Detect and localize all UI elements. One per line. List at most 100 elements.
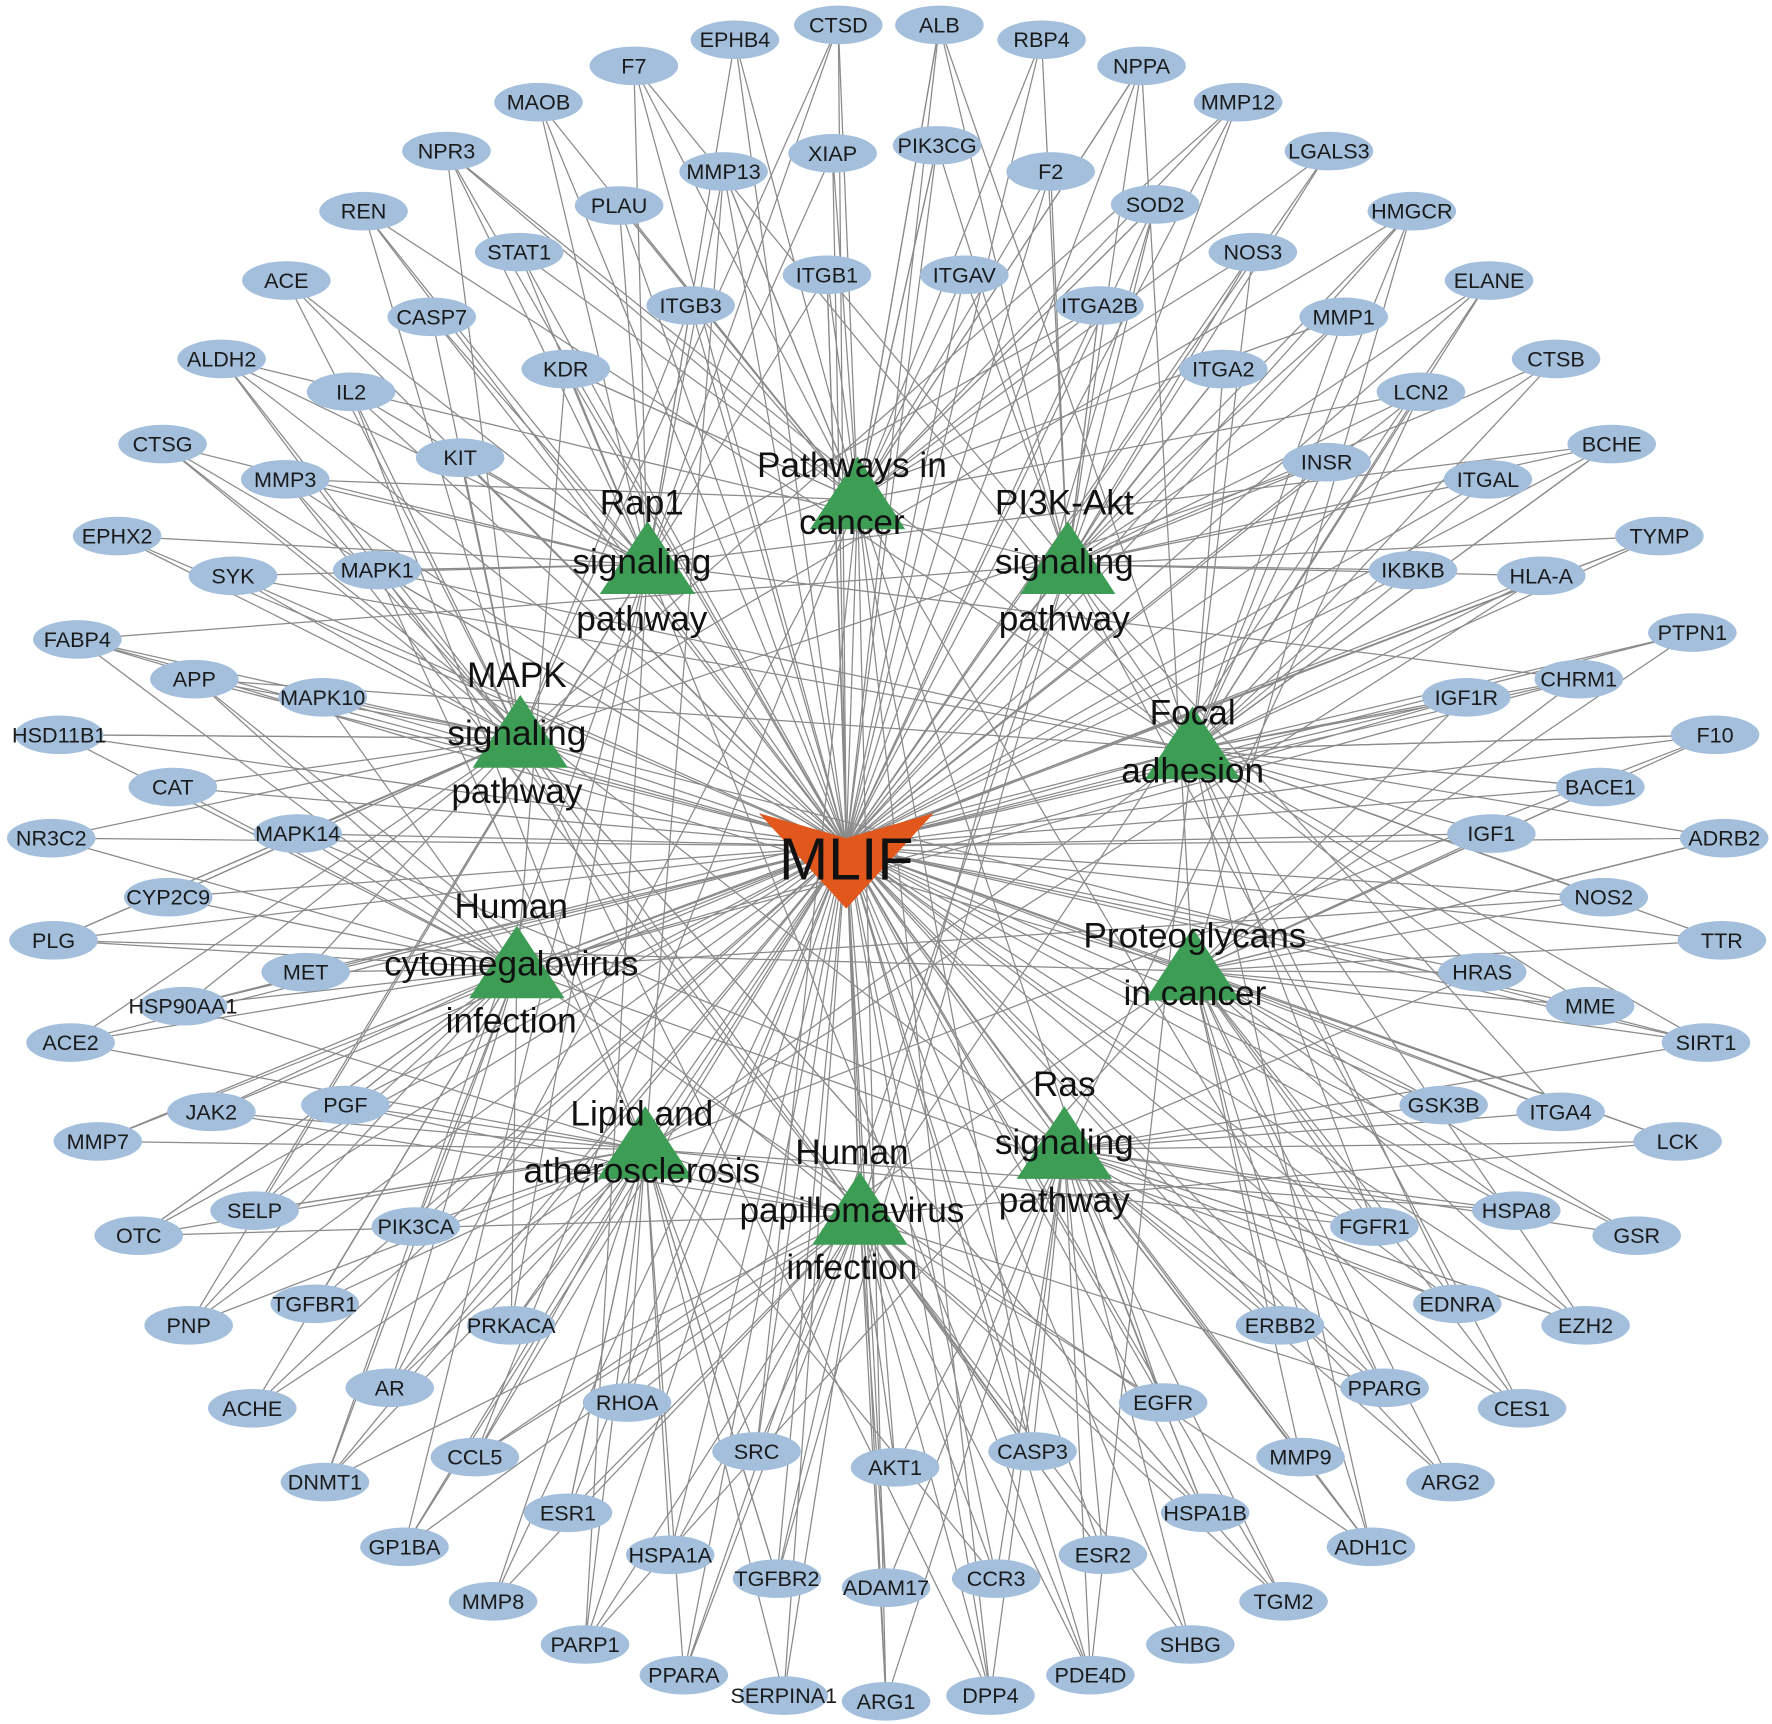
target-node-cyp2c9[interactable]: CYP2C9 [123, 877, 213, 917]
target-node-cat[interactable]: CAT [128, 767, 218, 807]
target-node-ephx2[interactable]: EPHX2 [72, 516, 162, 556]
target-node-lck[interactable]: LCK [1633, 1122, 1722, 1161]
target-node-pik3ca[interactable]: PIK3CA [371, 1207, 461, 1246]
target-node-rbp4[interactable]: RBP4 [997, 20, 1086, 60]
target-node-src[interactable]: SRC [712, 1432, 801, 1471]
target-node-tymp[interactable]: TYMP [1615, 516, 1704, 556]
target-node-app[interactable]: APP [150, 659, 239, 699]
target-node-mapk1[interactable]: MAPK1 [332, 550, 422, 590]
target-node-gsk3b[interactable]: GSK3B [1399, 1085, 1488, 1125]
target-node-pnp[interactable]: PNP [144, 1306, 233, 1345]
target-node-itgb1[interactable]: ITGB1 [782, 255, 872, 295]
target-node-f2[interactable]: F2 [1006, 152, 1095, 191]
target-node-igf1[interactable]: IGF1 [1447, 814, 1536, 853]
target-node-elane[interactable]: ELANE [1444, 261, 1534, 300]
pathway-node[interactable]: MAPK signaling pathway [447, 656, 586, 811]
target-node-bace1[interactable]: BACE1 [1556, 767, 1645, 807]
target-node-esr2[interactable]: ESR2 [1058, 1535, 1148, 1575]
target-node-syk[interactable]: SYK [188, 556, 278, 596]
target-node-sod2[interactable]: SOD2 [1110, 185, 1200, 224]
target-node-ren[interactable]: REN [319, 191, 408, 231]
pathway-node[interactable]: Focal adhesion [1121, 694, 1264, 791]
target-node-fabp4[interactable]: FABP4 [33, 620, 122, 659]
target-node-ccr3[interactable]: CCR3 [951, 1559, 1041, 1598]
target-node-ace2[interactable]: ACE2 [26, 1023, 115, 1062]
target-node-chrm1[interactable]: CHRM1 [1534, 659, 1624, 699]
target-node-hras[interactable]: HRAS [1437, 952, 1527, 992]
target-node-lgals3[interactable]: LGALS3 [1284, 131, 1374, 171]
target-node-aldh2[interactable]: ALDH2 [177, 339, 266, 379]
target-node-tgfbr2[interactable]: TGFBR2 [732, 1559, 822, 1598]
target-node-mmp8[interactable]: MMP8 [448, 1582, 538, 1621]
target-node-otc[interactable]: OTC [94, 1216, 183, 1255]
target-node-ace[interactable]: ACE [242, 261, 331, 300]
target-node-esr1[interactable]: ESR1 [523, 1493, 613, 1533]
target-node-gp1ba[interactable]: GP1BA [360, 1527, 449, 1567]
target-node-serpina1[interactable]: SERPINA1 [730, 1676, 837, 1715]
target-node-ces1[interactable]: CES1 [1477, 1388, 1567, 1428]
pathway-node[interactable]: Rap1 signaling pathway [572, 484, 711, 639]
target-node-ctsd[interactable]: CTSD [794, 5, 883, 45]
target-node-arg1[interactable]: ARG1 [841, 1681, 931, 1721]
target-node-hmgcr[interactable]: HMGCR [1367, 191, 1457, 231]
target-node-ctsg[interactable]: CTSG [118, 424, 207, 464]
target-node-ednra[interactable]: EDNRA [1412, 1284, 1502, 1324]
target-node-hla-a[interactable]: HLA-A [1497, 556, 1586, 596]
target-node-erbb2[interactable]: ERBB2 [1235, 1306, 1325, 1345]
target-node-ctsb[interactable]: CTSB [1511, 339, 1601, 379]
pathway-node[interactable]: Lipid and atherosclerosis [524, 1095, 761, 1191]
target-node-met[interactable]: MET [261, 952, 350, 992]
target-node-itga4[interactable]: ITGA4 [1516, 1092, 1605, 1132]
target-node-hspa8[interactable]: HSPA8 [1472, 1191, 1561, 1230]
target-node-il2[interactable]: IL2 [306, 372, 396, 412]
target-node-pik3cg[interactable]: PIK3CG [892, 126, 982, 165]
target-node-maob[interactable]: MAOB [494, 82, 583, 122]
target-node-shbg[interactable]: SHBG [1146, 1625, 1235, 1664]
target-node-ppara[interactable]: PPARA [639, 1655, 729, 1695]
target-node-mmp7[interactable]: MMP7 [53, 1122, 143, 1161]
pathway-node[interactable]: PI3K-Akt signaling pathway [995, 484, 1134, 639]
target-node-stat1[interactable]: STAT1 [474, 232, 564, 272]
target-node-ephb4[interactable]: EPHB4 [690, 20, 780, 60]
target-node-sirt1[interactable]: SIRT1 [1661, 1023, 1751, 1062]
target-node-insr[interactable]: INSR [1282, 442, 1371, 482]
target-node-nos2[interactable]: NOS2 [1559, 877, 1649, 917]
target-node-adrb2[interactable]: ADRB2 [1679, 818, 1769, 858]
target-node-adam17[interactable]: ADAM17 [841, 1568, 931, 1608]
target-node-dnmt1[interactable]: DNMT1 [280, 1462, 370, 1502]
drug-node-mlif[interactable]: MLIF [758, 813, 934, 909]
target-node-tgm2[interactable]: TGM2 [1239, 1582, 1328, 1621]
target-node-hspa1a[interactable]: HSPA1A [625, 1535, 715, 1575]
target-node-f7[interactable]: F7 [589, 46, 679, 86]
target-node-pparg[interactable]: PPARG [1340, 1368, 1429, 1408]
target-node-mmp12[interactable]: MMP12 [1193, 82, 1283, 122]
target-node-kdr[interactable]: KDR [521, 349, 611, 389]
target-node-hspa1b[interactable]: HSPA1B [1160, 1493, 1250, 1533]
target-node-itga2b[interactable]: ITGA2B [1055, 286, 1144, 325]
target-node-plau[interactable]: PLAU [574, 186, 664, 225]
target-node-mapk14[interactable]: MAPK14 [253, 814, 342, 853]
target-node-nos3[interactable]: NOS3 [1208, 232, 1298, 272]
target-node-itgal[interactable]: ITGAL [1443, 459, 1533, 499]
target-node-selp[interactable]: SELP [210, 1191, 299, 1230]
target-node-akt1[interactable]: AKT1 [850, 1448, 940, 1487]
target-node-ikbkb[interactable]: IKBKB [1368, 550, 1458, 590]
target-node-itgb3[interactable]: ITGB3 [646, 286, 735, 325]
target-node-mme[interactable]: MME [1545, 986, 1635, 1026]
target-node-egfr[interactable]: EGFR [1118, 1383, 1208, 1422]
target-node-ccl5[interactable]: CCL5 [430, 1437, 520, 1477]
target-node-mmp9[interactable]: MMP9 [1256, 1437, 1345, 1477]
target-node-mmp13[interactable]: MMP13 [679, 152, 768, 191]
target-node-alb[interactable]: ALB [895, 5, 984, 45]
target-node-mmp1[interactable]: MMP1 [1299, 297, 1388, 337]
target-node-pde4d[interactable]: PDE4D [1046, 1655, 1135, 1695]
target-node-prkaca[interactable]: PRKACA [467, 1306, 556, 1345]
target-node-ezh2[interactable]: EZH2 [1541, 1306, 1630, 1345]
target-node-hsd11b1[interactable]: HSD11B1 [12, 715, 106, 755]
target-node-f10[interactable]: F10 [1670, 715, 1760, 755]
target-node-npr3[interactable]: NPR3 [402, 131, 491, 171]
target-node-nppa[interactable]: NPPA [1097, 46, 1186, 86]
target-node-pgf[interactable]: PGF [301, 1085, 390, 1125]
target-node-mmp3[interactable]: MMP3 [240, 459, 330, 499]
target-node-tgfbr1[interactable]: TGFBR1 [270, 1284, 360, 1324]
